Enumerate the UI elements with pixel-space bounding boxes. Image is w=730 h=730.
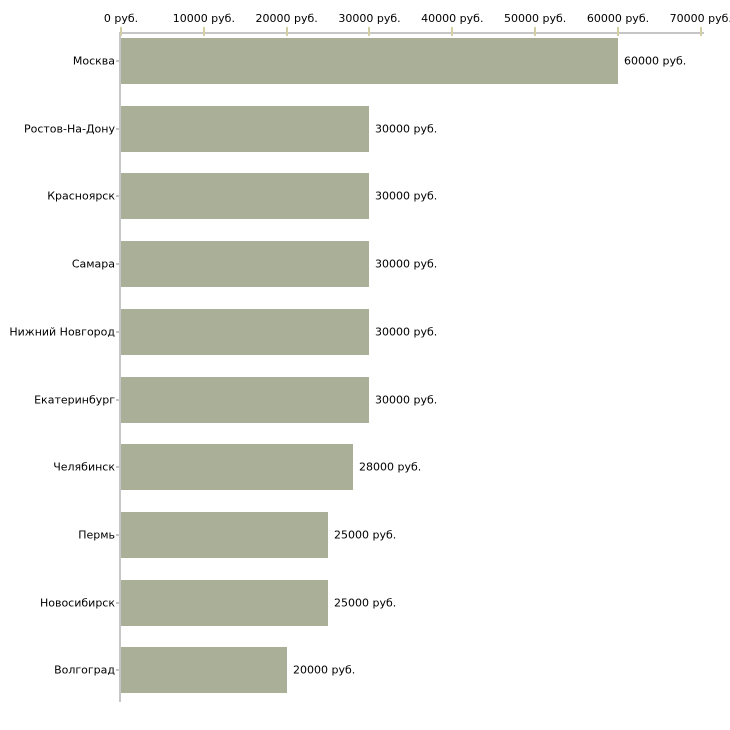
bar [121,173,369,220]
x-axis-tick-label: 40000 руб. [421,12,484,25]
category-tick [116,533,121,536]
category-label: Екатеринбург [34,393,115,406]
value-label: 28000 руб. [359,460,422,474]
category-tick [116,330,121,333]
value-label: 30000 руб. [375,189,438,203]
category-tick [116,195,121,198]
bar [121,241,369,288]
x-axis-tick-label: 50000 руб. [504,12,567,25]
x-axis-tick [285,27,288,36]
value-label: 30000 руб. [375,325,438,339]
value-label: 25000 руб. [334,596,397,610]
x-axis-tick-label: 60000 руб. [586,12,650,25]
value-label: 30000 руб. [375,393,438,406]
category-label: Пермь [78,528,115,542]
category-label: Москва [72,54,115,68]
bar [121,647,287,694]
category-tick [116,669,121,672]
x-axis-tick [120,27,122,36]
value-label: 30000 руб. [375,257,438,271]
category-tick [116,127,121,130]
x-axis-tick-label: 10000 руб. [172,12,235,25]
x-axis-tick [699,27,702,36]
category-tick [116,601,121,604]
x-axis-tick [534,27,537,36]
category-tick [116,466,121,469]
x-axis-tick [368,27,371,36]
x-axis-tick-label: 20000 руб. [255,12,318,25]
x-axis-line [119,32,704,34]
bar [121,105,369,152]
bar [121,38,618,84]
x-axis-tick-label: 30000 руб. [338,12,401,25]
category-label: Новосибирск [39,596,115,610]
category-label: Челябинск [53,460,115,474]
x-axis-tick-label: 0 руб. [103,12,139,25]
x-axis-tick-label: 70000 руб. [669,12,730,25]
bar [121,308,369,355]
category-tick [116,263,121,266]
category-label: Самара [71,257,115,271]
x-axis-tick [202,27,205,36]
value-label: 30000 руб. [375,122,438,136]
y-axis-line [119,32,121,702]
bar [121,376,369,423]
category-tick [116,60,121,62]
x-axis-tick [616,27,619,36]
bar [121,511,328,558]
bar [121,579,328,626]
category-label: Волгоград [54,663,115,677]
x-axis-tick [451,27,454,36]
category-tick [116,398,121,401]
category-label: Ростов-На-Дону [23,122,115,136]
value-label: 20000 руб. [293,663,356,677]
value-label: 25000 руб. [334,528,397,542]
bar [121,444,353,491]
category-label: Красноярск [47,189,115,203]
value-label: 60000 руб. [624,54,687,68]
category-label: Нижний Новгород [9,325,115,339]
